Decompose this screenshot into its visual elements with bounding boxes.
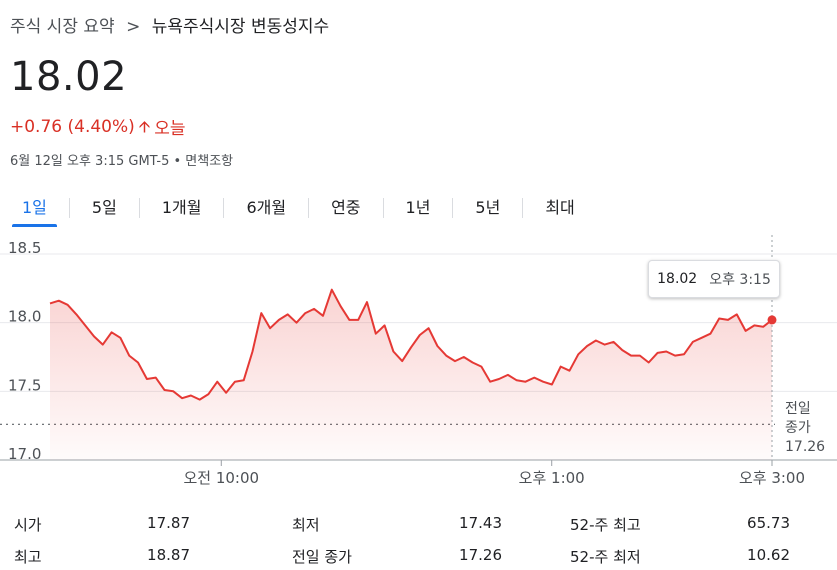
x-tick-label: 오후 3:00 xyxy=(739,469,805,487)
tab-6m[interactable]: 6개월 xyxy=(246,198,287,217)
tab-5y[interactable]: 5년 xyxy=(475,198,501,217)
stat-label-open: 시가 xyxy=(14,516,42,534)
chart-tooltip: 18.02 오후 3:15 xyxy=(648,260,780,298)
change-value: +0.76 (4.40%) xyxy=(10,116,135,137)
stat-label-52w-low: 52-주 최저 xyxy=(570,548,641,566)
last-point xyxy=(767,315,777,325)
stat-value-high: 18.87 xyxy=(147,546,190,564)
stat-value-prev-close: 17.26 xyxy=(459,546,502,564)
tab-divider xyxy=(68,198,70,218)
breadcrumb: 주식 시장 요약 > 뉴욕주식시장 변동성지수 xyxy=(10,12,329,37)
arrow-up-icon: 🡩 xyxy=(138,116,151,136)
stat-label-high: 최고 xyxy=(14,548,42,566)
range-tabs: 1일 5일 1개월 6개월 연중 1년 5년 최대 xyxy=(0,192,597,227)
current-price: 18.02 xyxy=(10,54,128,100)
breadcrumb-current: 뉴욕주식시장 변동성지수 xyxy=(151,17,330,37)
stat-label-52w-high: 52-주 최고 xyxy=(570,516,641,534)
tab-ytd[interactable]: 연중 xyxy=(331,198,361,217)
tab-divider xyxy=(522,198,524,218)
stat-value-52w-high: 65.73 xyxy=(747,514,790,532)
previous-close-value: 17.26 xyxy=(785,439,825,455)
previous-close-label: 전일 xyxy=(785,401,811,417)
tab-divider xyxy=(223,198,225,218)
y-tick-label: 18.0 xyxy=(8,308,41,326)
tab-divider xyxy=(382,198,384,218)
change-period: 오늘 xyxy=(154,119,186,139)
tab-divider xyxy=(138,198,140,218)
tab-1d[interactable]: 1일 xyxy=(0,193,69,227)
x-tick-label: 오후 1:00 xyxy=(519,469,585,487)
stat-label-prev-close: 전일 종가 xyxy=(292,548,352,566)
quote-timestamp: 6월 12일 오후 3:15 GMT-5 • 면책조항 xyxy=(10,154,234,169)
series-area xyxy=(50,289,772,460)
breadcrumb-root[interactable]: 주식 시장 요약 xyxy=(10,17,115,37)
y-tick-label: 17.5 xyxy=(8,376,41,394)
stat-label-low: 최저 xyxy=(292,516,320,534)
stat-value-52w-low: 10.62 xyxy=(747,546,790,564)
tooltip-time: 오후 3:15 xyxy=(709,272,771,288)
price-change: +0.76 (4.40%) 🡩 오늘 xyxy=(10,114,186,140)
tooltip-value: 18.02 xyxy=(657,271,698,287)
tab-divider xyxy=(452,198,454,218)
x-tick-label: 오전 10:00 xyxy=(183,469,259,487)
previous-close-label: 종가 xyxy=(785,420,811,436)
tab-1y[interactable]: 1년 xyxy=(405,198,431,217)
tab-max[interactable]: 최대 xyxy=(545,198,575,217)
tab-1m[interactable]: 1개월 xyxy=(161,198,202,217)
tab-divider xyxy=(308,198,310,218)
breadcrumb-separator: > xyxy=(126,17,141,37)
stat-value-low: 17.43 xyxy=(459,514,502,532)
y-tick-label: 17.0 xyxy=(8,445,41,463)
stat-value-open: 17.87 xyxy=(147,514,190,532)
tab-5d[interactable]: 5일 xyxy=(91,198,117,217)
y-tick-label: 18.5 xyxy=(8,239,41,257)
series-line xyxy=(49,288,773,401)
